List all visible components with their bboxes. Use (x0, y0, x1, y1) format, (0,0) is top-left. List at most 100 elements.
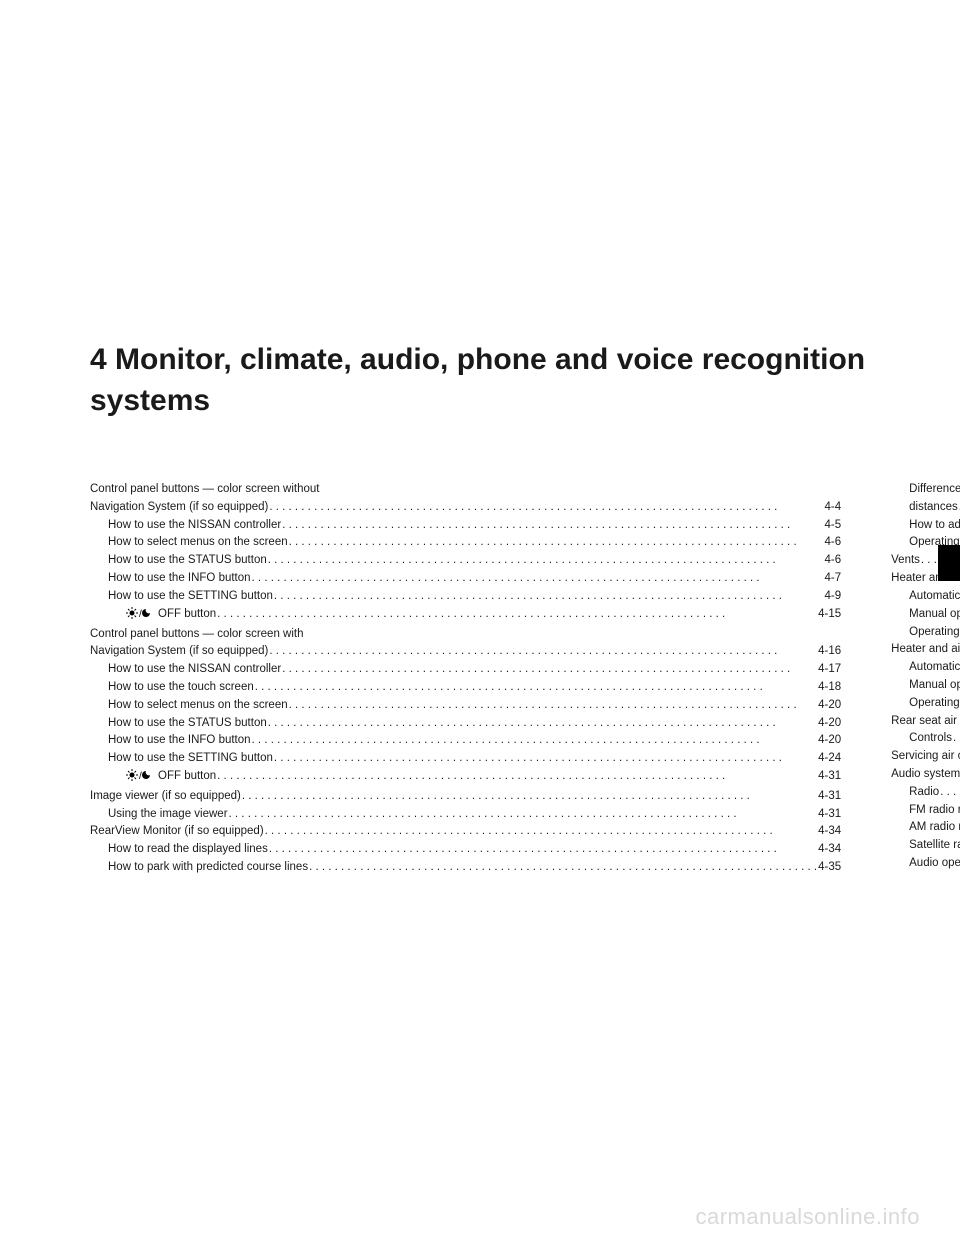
toc-entry: Navigation System (if so equipped)4-4 (90, 499, 841, 517)
toc-label: How to read the displayed lines (108, 841, 268, 859)
toc-entry: Manual operation4-45 (891, 677, 960, 695)
toc-entry: Controls4-47 (891, 730, 960, 748)
toc-page: 4-6 (825, 552, 842, 570)
toc-entry: Operating tips4-43 (891, 624, 960, 642)
toc-page: 4-9 (825, 588, 842, 606)
toc-leader (268, 715, 817, 733)
toc-entry: Control panel buttons — color screen wit… (90, 481, 841, 499)
toc-leader (940, 784, 960, 802)
toc-entry: Operating tips4-46 (891, 695, 960, 713)
toc-label: Control panel buttons — color screen wit… (90, 626, 304, 644)
toc-leader (269, 841, 817, 859)
toc-entry: Navigation System (if so equipped) 4-16 (90, 643, 841, 661)
toc-right-column: Difference between predicted and actuald… (891, 481, 960, 877)
toc-leader (953, 730, 960, 748)
toc-entry: How to use the STATUS button 4-20 (90, 715, 841, 733)
toc-label: Manual operation (909, 606, 960, 624)
toc-entry: Difference between predicted and actual (891, 481, 960, 499)
toc-label: How to use the INFO button (108, 570, 251, 588)
toc-label: distances (909, 499, 958, 517)
brightness-icon: / (126, 769, 152, 788)
svg-text:/: / (139, 771, 142, 781)
toc-entry: How to adjust the screen4-39 (891, 517, 960, 535)
brightness-icon: / (126, 607, 152, 626)
toc-entry: RearView Monitor (if so equipped) 4-34 (90, 823, 841, 841)
toc-entry: Heater and air conditioner (automatic) (… (891, 641, 960, 659)
section-tab (938, 545, 960, 581)
toc-label: RearView Monitor (if so equipped) (90, 823, 264, 841)
toc-page: 4-18 (818, 679, 841, 697)
toc-label: Automatic operation (909, 659, 960, 677)
toc-label: Vents (891, 552, 920, 570)
toc-entry: How to use the SETTING button 4-24 (90, 750, 841, 768)
toc-label: FM radio reception (909, 802, 960, 820)
toc-leader (282, 661, 817, 679)
toc-label: Image viewer (if so equipped) (90, 788, 241, 806)
toc-leader (242, 788, 817, 806)
toc-entry: Control panel buttons — color screen wit… (90, 626, 841, 644)
toc-page: 4-6 (825, 534, 842, 552)
watermark: carmanualsonline.info (695, 1204, 920, 1230)
toc-label: How to use the STATUS button (108, 552, 267, 570)
toc-page: 4-20 (818, 715, 841, 733)
toc-page: 4-31 (818, 768, 841, 786)
toc-page: 4-16 (818, 643, 841, 661)
toc-page: 4-31 (818, 788, 841, 806)
toc-page: 4-5 (825, 517, 842, 535)
toc-label: AM radio reception (909, 819, 960, 837)
toc-label: Automatic operation (909, 588, 960, 606)
toc-page: 4-35 (818, 859, 841, 877)
toc-label: How to use the NISSAN controller (108, 661, 281, 679)
toc-leader (289, 697, 817, 715)
toc-entry: How to use the STATUS button 4-6 (90, 552, 841, 570)
toc-entry: Radio4-48 (891, 784, 960, 802)
toc-label: Operating tips (909, 624, 960, 642)
toc-label: Rear seat air conditioner (if so equippe… (891, 713, 960, 731)
toc-label: Radio (909, 784, 939, 802)
toc-entry: How to use the NISSAN controller 4-5 (90, 517, 841, 535)
toc-entry: /OFF button4-15 (90, 606, 841, 626)
toc-label: /OFF button (126, 606, 216, 626)
toc-entry: Audio operation precautions4-49 (891, 855, 960, 873)
toc-entry: How to select menus on the screen 4-6 (90, 534, 841, 552)
toc-entry: Manual operation4-42 (891, 606, 960, 624)
svg-text:/: / (139, 609, 142, 619)
toc-label: How to use the SETTING button (108, 588, 273, 606)
toc-label: How to select menus on the screen (108, 534, 288, 552)
toc-leader (217, 768, 817, 786)
toc-leader (268, 552, 824, 570)
toc-entry: Image viewer (if so equipped) 4-31 (90, 788, 841, 806)
toc-entry: How to use the SETTING button 4-9 (90, 588, 841, 606)
manual-page: 4 Monitor, climate, audio, phone and voi… (0, 0, 960, 877)
toc-leader (252, 732, 818, 750)
toc-leader (289, 534, 824, 552)
toc-entry: Using the image viewer4-31 (90, 806, 841, 824)
toc-label: Navigation System (if so equipped) (90, 643, 268, 661)
toc-label: How to use the SETTING button (108, 750, 273, 768)
toc-leader (274, 588, 824, 606)
toc-entry: How to use the INFO button4-7 (90, 570, 841, 588)
toc-page: 4-4 (825, 499, 842, 517)
toc-label: How to use the NISSAN controller (108, 517, 281, 535)
toc-page: 4-20 (818, 732, 841, 750)
toc-page: 4-31 (818, 806, 841, 824)
toc-label: How to adjust the screen (909, 517, 960, 535)
toc-leader (252, 570, 824, 588)
toc-page: 4-34 (818, 823, 841, 841)
toc-entry: FM radio reception4-48 (891, 802, 960, 820)
toc-leader (282, 517, 823, 535)
toc-label: Operating tips (909, 695, 960, 713)
toc-label: /OFF button (126, 768, 216, 788)
toc-entry: Servicing air conditioner4-48 (891, 748, 960, 766)
toc-label: Difference between predicted and actual (909, 481, 960, 499)
toc-leader (269, 499, 823, 517)
toc-entry: How to read the displayed lines4-34 (90, 841, 841, 859)
toc-label: Satellite radio reception (if so equippe… (909, 837, 960, 855)
toc-page: 4-24 (818, 750, 841, 768)
toc-label: Manual operation (909, 677, 960, 695)
toc-label: Audio system (891, 766, 960, 784)
toc-entry: How to park with predicted course lines4… (90, 859, 841, 877)
toc-entry: Satellite radio reception (if so equippe… (891, 837, 960, 855)
toc-label: How to use the STATUS button (108, 715, 267, 733)
toc-entry: AM radio reception4-49 (891, 819, 960, 837)
